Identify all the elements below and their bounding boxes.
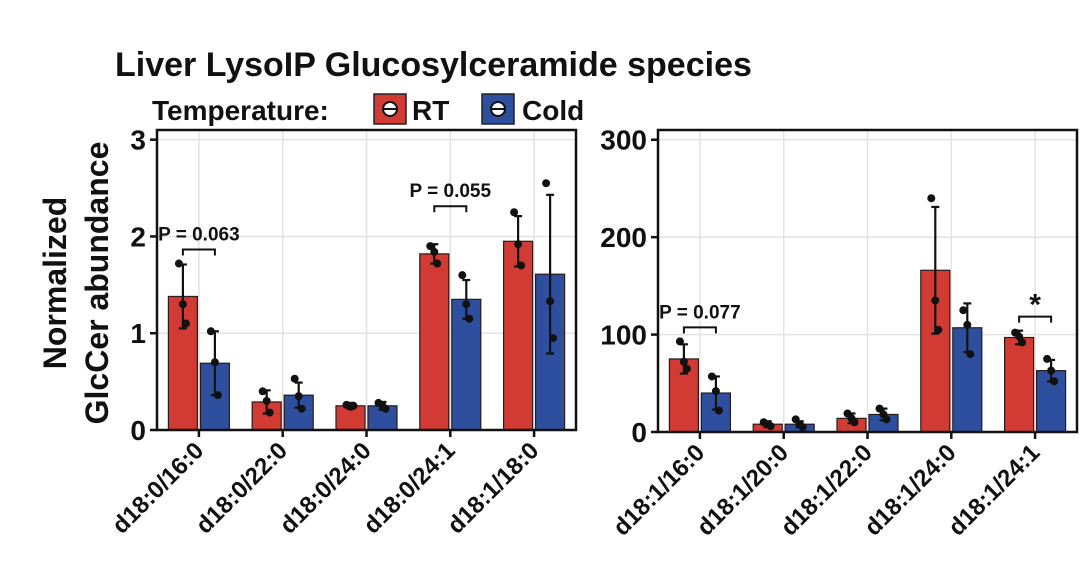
y-tick-label: 300: [600, 125, 647, 156]
y-tick-label: 3: [130, 125, 146, 156]
y-tick-label: 1: [130, 318, 146, 349]
data-point: [259, 387, 267, 395]
data-point: [1015, 333, 1023, 341]
data-point: [207, 327, 215, 335]
data-point: [517, 261, 525, 269]
data-point: [931, 296, 939, 304]
data-point: [927, 194, 935, 202]
legend-title: Temperature:: [152, 95, 329, 126]
data-point: [764, 420, 772, 428]
x-tick-label: d18:1/18:0: [442, 437, 544, 539]
data-point: [796, 420, 804, 428]
data-point: [214, 391, 222, 399]
bar-rt-d18-0-24-1: [420, 254, 449, 430]
significance-star: *: [1029, 289, 1041, 322]
data-point: [1043, 355, 1051, 363]
data-point: [347, 403, 355, 411]
legend-label-rt: RT: [412, 95, 449, 126]
data-point: [430, 248, 438, 256]
data-point: [683, 365, 691, 373]
data-point: [266, 409, 274, 417]
data-point: [458, 271, 466, 279]
data-point: [715, 407, 723, 415]
data-point: [676, 337, 684, 345]
chart-title: Liver LysoIP Glucosylceramide species: [115, 46, 752, 84]
left-panel: 0123d18:0/16:0d18:0/22:0d18:0/24:0d18:0/…: [107, 125, 576, 540]
glccer-bar-chart-figure: Liver LysoIP Glucosylceramide species Te…: [0, 0, 1088, 561]
y-tick-label: 200: [600, 222, 647, 253]
data-point: [465, 315, 473, 323]
data-point: [298, 405, 306, 413]
y-axis-label-line-2: GlcCer abundance: [79, 142, 115, 425]
data-point: [848, 414, 856, 422]
y-tick-label: 100: [600, 320, 647, 351]
legend-item-rt: RT: [374, 94, 449, 126]
legend: Temperature: RT Cold: [152, 94, 584, 126]
data-point: [542, 179, 550, 187]
data-point: [182, 320, 190, 328]
data-point: [549, 334, 557, 342]
data-point: [211, 358, 219, 366]
data-point: [712, 387, 720, 395]
data-point: [966, 350, 974, 358]
data-point: [708, 372, 716, 380]
y-tick-label: 2: [130, 221, 146, 252]
x-tick-label: d18:1/24:1: [943, 439, 1045, 541]
p-value-label: P = 0.055: [410, 181, 492, 202]
data-point: [963, 321, 971, 329]
data-point: [1050, 377, 1058, 385]
data-point: [959, 306, 967, 314]
data-point: [510, 208, 518, 216]
y-axis-label-line-1: Normalized: [37, 197, 73, 369]
right-panel: 0100200300d18:1/16:0d18:1/20:0d18:1/22:0…: [600, 125, 1077, 542]
legend-item-cold: Cold: [482, 94, 584, 126]
data-point: [175, 260, 183, 268]
data-point: [433, 260, 441, 268]
data-point: [379, 402, 387, 410]
bar-rt-d18-1-24-1: [1005, 338, 1034, 432]
bar-rt-d18-1-18-0: [504, 241, 533, 430]
data-point: [934, 326, 942, 334]
data-point: [462, 300, 470, 308]
y-tick-label: 0: [631, 417, 647, 448]
data-point: [880, 410, 888, 418]
p-value-label: P = 0.077: [659, 302, 741, 323]
data-point: [1047, 367, 1055, 375]
data-point: [291, 375, 299, 383]
data-point: [546, 297, 554, 305]
data-point: [295, 392, 303, 400]
data-point: [680, 358, 688, 366]
y-axis-label: Normalized GlcCer abundance: [37, 142, 115, 425]
y-tick-label: 0: [130, 415, 146, 446]
data-point: [514, 240, 522, 248]
data-point: [263, 397, 271, 405]
p-value-label: P = 0.063: [158, 225, 240, 246]
legend-label-cold: Cold: [522, 95, 584, 126]
data-point: [179, 300, 187, 308]
